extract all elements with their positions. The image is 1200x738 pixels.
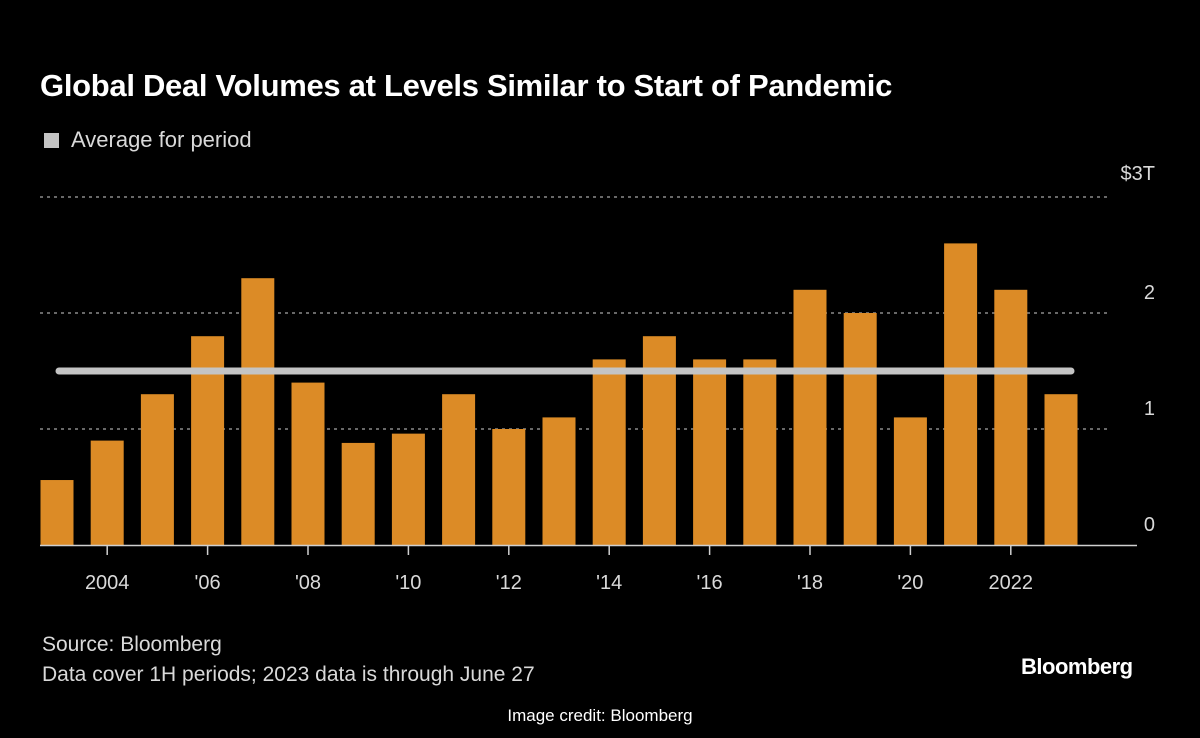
y-tick-label: 0: [1144, 514, 1155, 536]
footer: Source: Bloomberg Data cover 1H periods;…: [42, 630, 535, 690]
x-tick-label: '06: [195, 572, 221, 594]
chart-title: Global Deal Volumes at Levels Similar to…: [40, 68, 893, 103]
legend-label-average: Average for period: [71, 127, 252, 152]
y-tick-label: $3T: [1121, 163, 1155, 185]
bar: [442, 394, 476, 545]
bar: [843, 313, 877, 545]
bar: [944, 243, 978, 545]
bar: [492, 429, 526, 545]
x-tick-label: '20: [897, 572, 923, 594]
x-tick-label: 2004: [85, 572, 130, 594]
bar: [341, 442, 375, 545]
bar: [542, 417, 576, 545]
bar: [40, 480, 74, 545]
x-tick-label: 2022: [989, 572, 1034, 594]
x-tick-label: '10: [395, 572, 421, 594]
bar: [291, 382, 325, 545]
bloomberg-logo: Bloomberg: [1021, 654, 1133, 679]
x-tick-label: '16: [697, 572, 723, 594]
bar: [793, 289, 827, 545]
x-tick-label: '14: [596, 572, 622, 594]
bar: [90, 440, 124, 545]
x-tick-label: '08: [295, 572, 321, 594]
bar: [743, 359, 777, 545]
x-tick-label: '18: [797, 572, 823, 594]
data-note: Data cover 1H periods; 2023 data is thro…: [42, 663, 535, 686]
bar: [241, 278, 275, 545]
source-note: Source: Bloomberg: [42, 633, 222, 656]
bar: [893, 417, 927, 545]
image-credit: Image credit: Bloomberg: [507, 706, 693, 725]
bar: [391, 433, 425, 545]
legend: Average for period: [44, 127, 252, 153]
bar: [1044, 394, 1078, 545]
y-tick-label: 1: [1144, 398, 1155, 420]
bar: [140, 394, 174, 545]
bar: [693, 359, 727, 545]
x-tick-label: '12: [496, 572, 522, 594]
bar: [592, 359, 626, 545]
legend-swatch-average: [44, 132, 59, 148]
bar: [994, 289, 1028, 545]
y-tick-label: 2: [1144, 282, 1155, 304]
